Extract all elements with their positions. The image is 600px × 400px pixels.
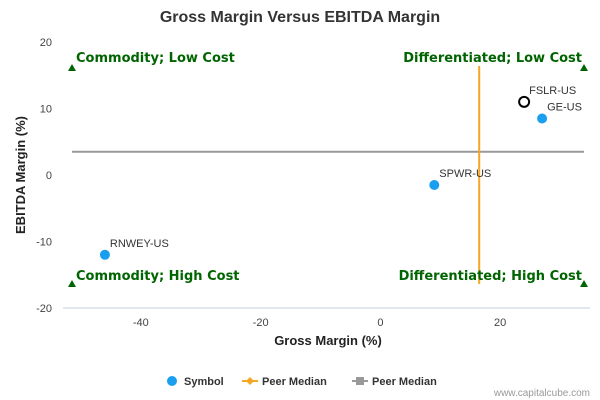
x-axis-title: Gross Margin (%) <box>274 333 382 348</box>
quadrant-label-bottom-right: Differentiated; High Cost <box>399 269 582 284</box>
quadrant-triangle-marker <box>580 280 588 287</box>
y-axis-title: EBITDA Margin (%) <box>13 116 28 234</box>
y-tick-label: -20 <box>36 303 52 315</box>
x-tick-label: 20 <box>494 317 506 329</box>
legend-label: Peer Median <box>372 376 437 388</box>
data-point-label: SPWR-US <box>439 168 491 180</box>
quadrant-label-bottom-left: Commodity; High Cost <box>76 269 240 284</box>
data-point-label: FSLR-US <box>529 85 576 97</box>
y-tick-label: -10 <box>36 237 52 249</box>
x-tick-label: -20 <box>253 317 269 329</box>
legend-marker-diamond <box>246 377 254 385</box>
quadrant-triangle-marker <box>68 280 76 287</box>
legend: Symbol Peer Median Peer Median <box>167 376 437 388</box>
x-tick-label: 0 <box>377 317 383 329</box>
data-point-highlighted <box>518 95 531 108</box>
x-tick-labels: -40 -20 0 20 <box>133 317 506 329</box>
x-tick-label: -40 <box>133 317 149 329</box>
legend-label: Symbol <box>184 376 224 388</box>
data-point <box>537 113 548 124</box>
legend-label: Peer Median <box>262 376 327 388</box>
data-point-label: GE-US <box>547 101 582 113</box>
data-point <box>99 249 110 260</box>
quadrant-triangle-marker <box>580 64 588 71</box>
chart-title: Gross Margin Versus EBITDA Margin <box>160 9 440 26</box>
quadrant-markers <box>68 64 588 287</box>
y-tick-label: 10 <box>40 104 52 116</box>
legend-marker-circle <box>167 376 177 386</box>
y-tick-label: 20 <box>40 37 52 49</box>
credit-text: www.capitalcube.com <box>493 388 590 399</box>
data-points: FSLR-US GE-US SPWR-US RNWEY-US <box>99 85 582 260</box>
quadrant-label-top-left: Commodity; Low Cost <box>76 51 235 66</box>
legend-marker-square <box>356 377 364 385</box>
data-point-label: RNWEY-US <box>110 238 169 250</box>
y-tick-labels: 20 10 0 -10 -20 <box>36 37 52 315</box>
quadrant-label-top-right: Differentiated; Low Cost <box>403 51 582 66</box>
y-tick-label: 0 <box>46 170 52 182</box>
quadrant-triangle-marker <box>68 64 76 71</box>
data-point <box>429 179 440 190</box>
